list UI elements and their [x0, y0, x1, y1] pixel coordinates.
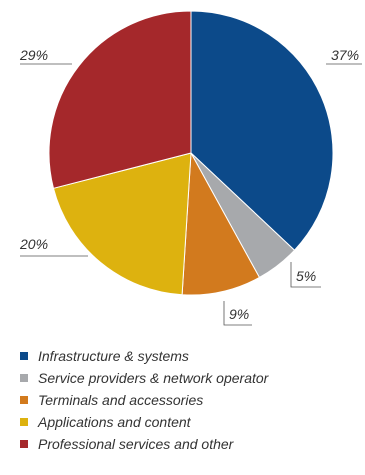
legend-swatch	[20, 395, 28, 404]
legend-label: Service providers & network operator	[38, 369, 269, 386]
pie-slices	[48, 10, 334, 296]
data-label-professional-services-and-other: 29%	[19, 47, 48, 63]
legend-item-applications-and-content: Applications and content	[20, 411, 268, 432]
pie-slice-professional-services-and-other	[48, 10, 192, 189]
data-label-terminals-and-accessories: 9%	[229, 306, 249, 322]
legend-item-service-providers-and-network-operator: Service providers & network operator	[20, 367, 268, 388]
legend-item-terminals-and-accessories: Terminals and accessories	[20, 389, 268, 410]
pie-slice-applications-and-content	[52, 152, 192, 296]
legend-item-infrastructure-and-systems: Infrastructure & systems	[20, 345, 268, 366]
legend-label: Professional services and other	[38, 435, 234, 452]
legend: Infrastructure & systems Service provider…	[20, 345, 268, 455]
legend-label: Terminals and accessories	[38, 391, 204, 408]
data-label-service-providers-and-network-operator: 5%	[296, 268, 316, 284]
legend-label: Infrastructure & systems	[38, 347, 189, 364]
leader-line-service-providers-and-network-operator	[290, 262, 321, 288]
leader-line-terminals-and-accessories	[223, 301, 252, 326]
legend-swatch	[20, 439, 28, 448]
slice-labels: 37% 5% 9% 20% 29%	[19, 47, 362, 326]
legend-swatch	[20, 351, 28, 360]
data-label-applications-and-content: 20%	[19, 236, 48, 252]
pie-chart: 37% 5% 9% 20% 29%	[19, 10, 362, 326]
legend-label: Applications and content	[38, 413, 191, 430]
legend-item-professional-services-and-other: Professional services and other	[20, 433, 268, 454]
legend-swatch	[20, 373, 28, 382]
legend-swatch	[20, 417, 28, 426]
pie-slice-terminals-and-accessories	[181, 151, 261, 296]
data-label-infrastructure-and-systems: 37%	[331, 47, 359, 63]
pie-slice-infrastructure-and-systems	[190, 10, 334, 251]
